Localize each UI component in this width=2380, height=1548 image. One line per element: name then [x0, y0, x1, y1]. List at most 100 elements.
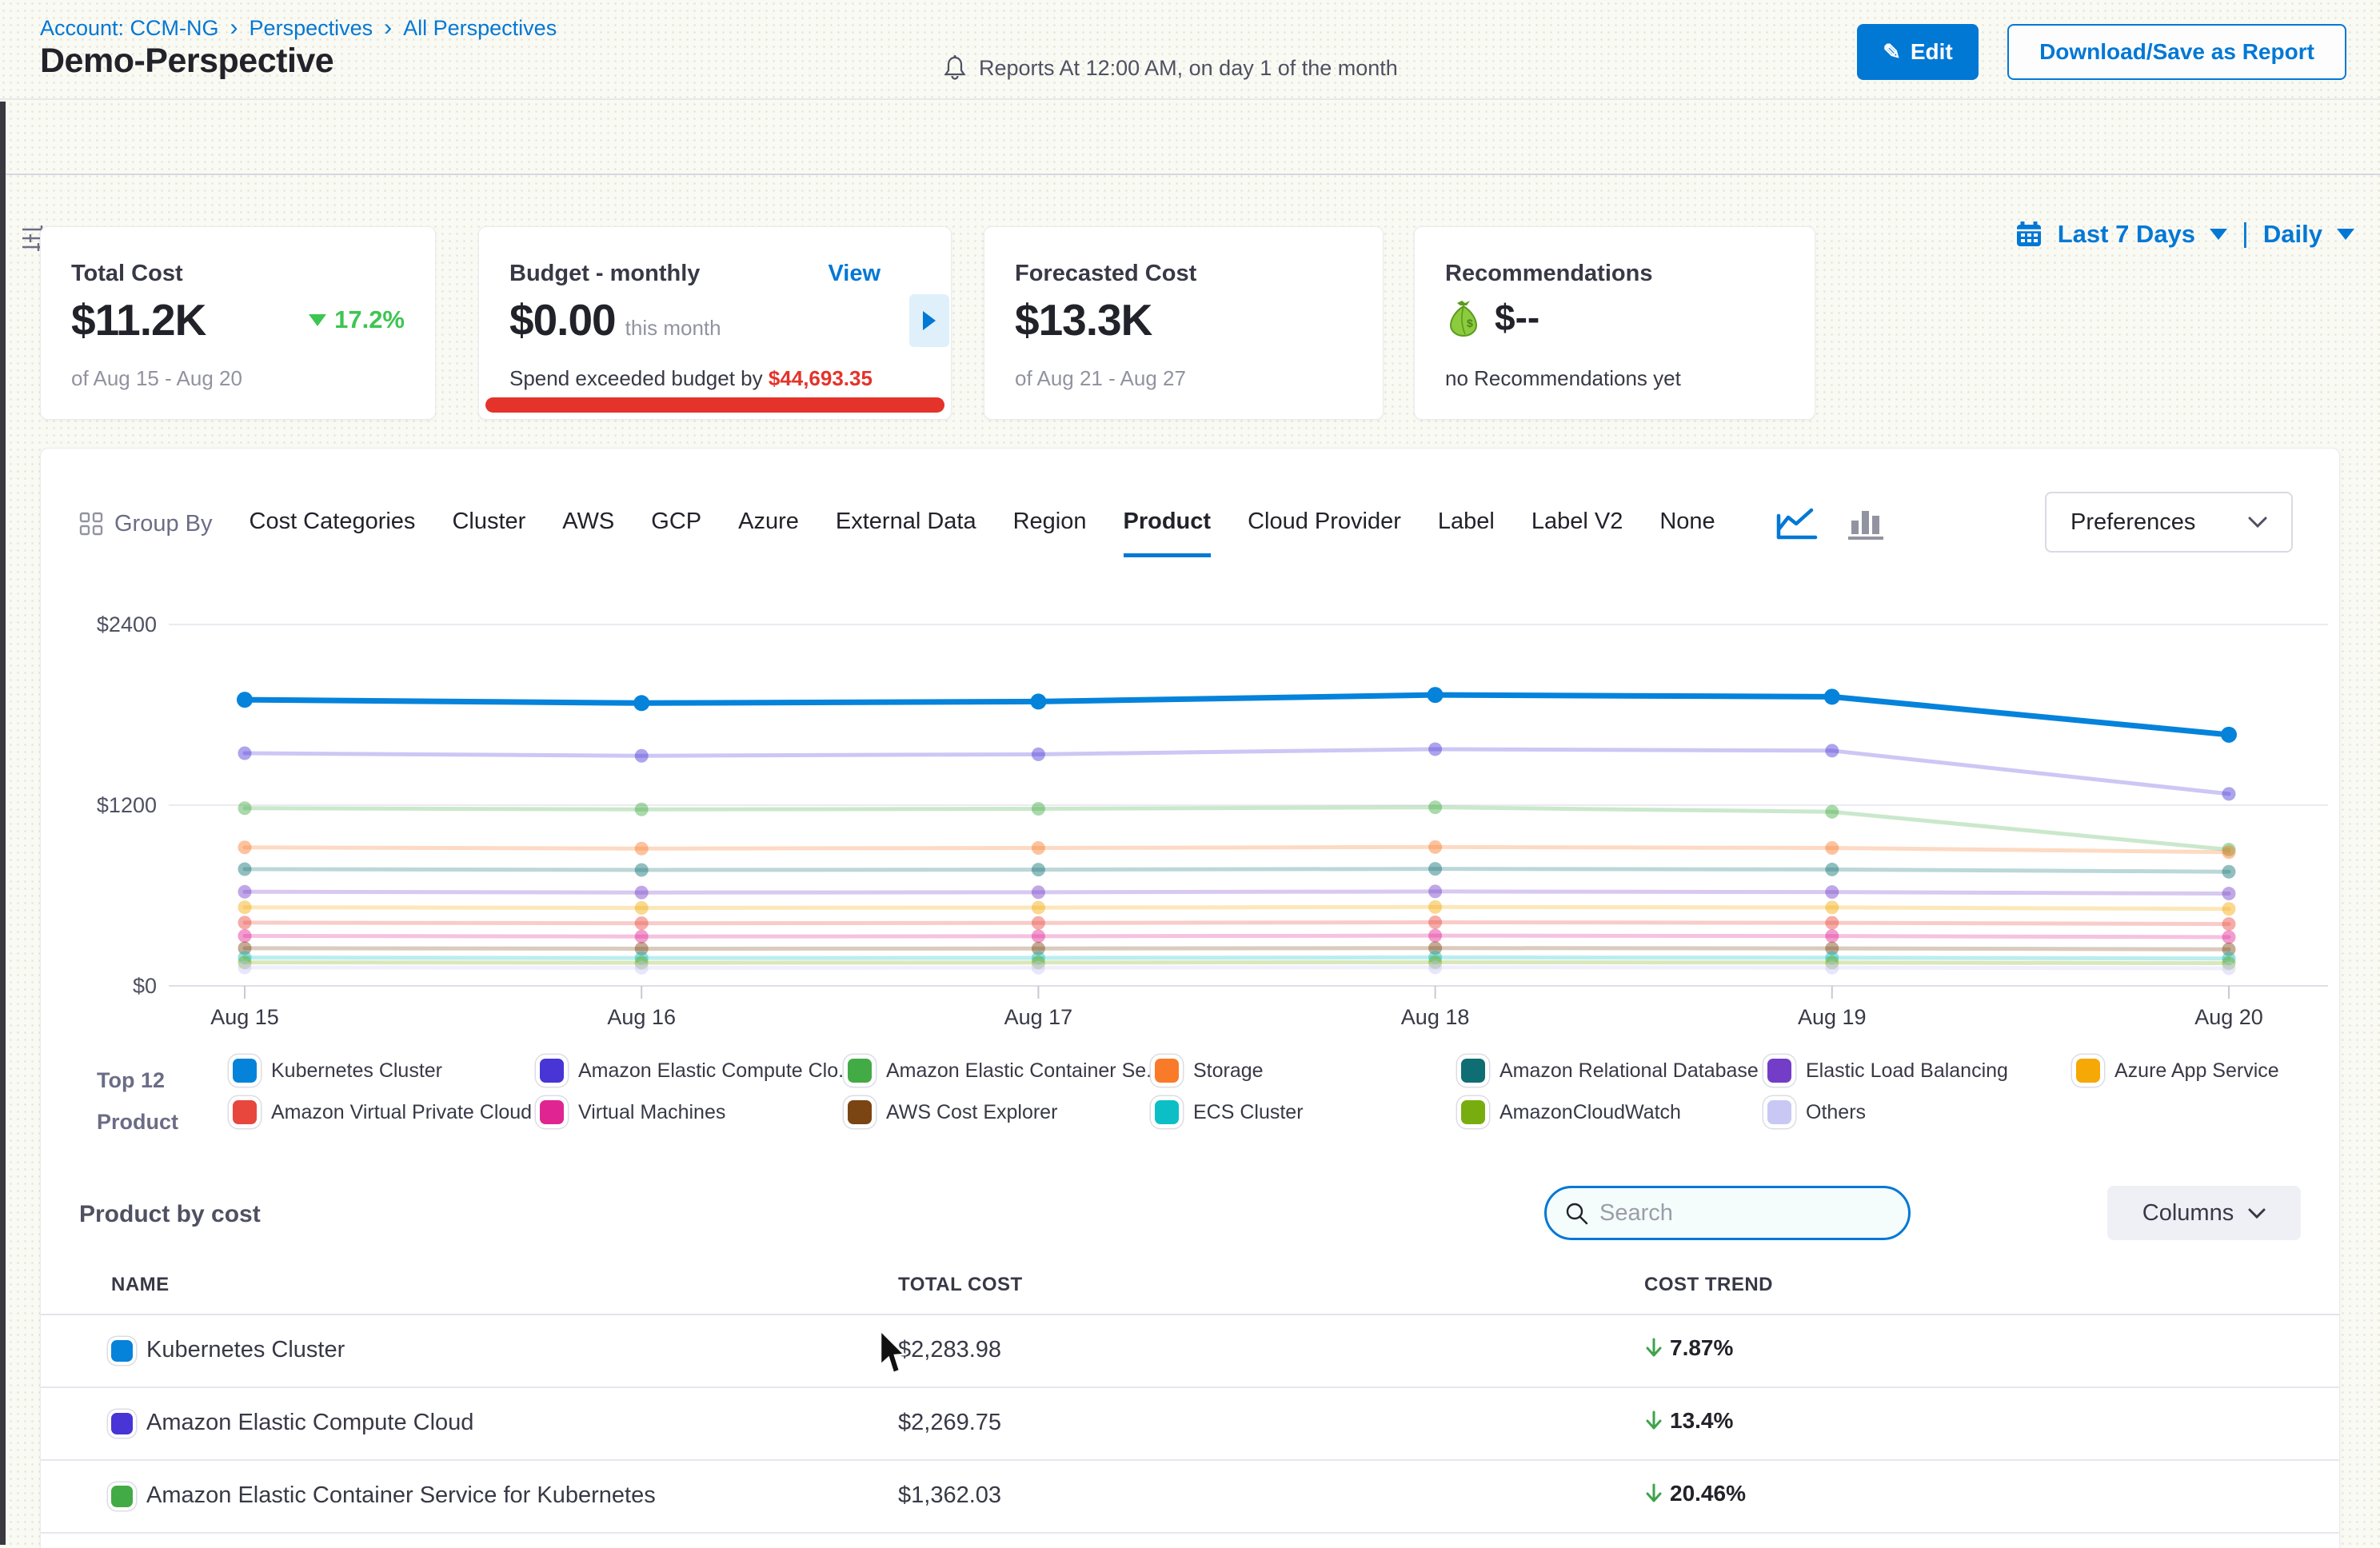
data-point[interactable]: [238, 801, 252, 816]
search-input[interactable]: [1599, 1199, 1871, 1227]
tab-product[interactable]: Product: [1123, 490, 1212, 557]
legend-item[interactable]: Storage: [1155, 1059, 1264, 1083]
data-point[interactable]: [2222, 956, 2236, 971]
line-chart-icon[interactable]: [1776, 506, 1818, 541]
data-point[interactable]: [1428, 941, 1443, 956]
legend-item[interactable]: ECS Cluster: [1155, 1100, 1304, 1124]
data-point[interactable]: [238, 840, 252, 855]
data-point[interactable]: [1825, 900, 1839, 915]
series-line[interactable]: [242, 955, 2231, 961]
data-point[interactable]: [238, 960, 252, 975]
data-point[interactable]: [2222, 942, 2236, 956]
legend-item[interactable]: Virtual Machines: [540, 1100, 725, 1124]
series-line[interactable]: [242, 946, 2231, 952]
legend-item[interactable]: Azure App Service: [2076, 1059, 2279, 1083]
data-point[interactable]: [1428, 884, 1443, 899]
tab-region[interactable]: Region: [1012, 509, 1087, 534]
data-point[interactable]: [1825, 951, 1839, 965]
data-point[interactable]: [238, 900, 252, 915]
tab-cluster[interactable]: Cluster: [452, 509, 526, 534]
date-range-selector[interactable]: Last 7 Days: [2057, 219, 2196, 248]
data-point[interactable]: [2221, 726, 2237, 743]
table-row[interactable]: Amazon Elastic Container Service for Kub…: [41, 1461, 2339, 1534]
data-point[interactable]: [634, 956, 649, 970]
data-point[interactable]: [1428, 928, 1443, 943]
data-point[interactable]: [1031, 956, 1045, 970]
data-point[interactable]: [1825, 744, 1839, 758]
tab-aws[interactable]: AWS: [562, 509, 615, 534]
column-header-cost-trend[interactable]: COST TREND: [1644, 1274, 1773, 1295]
data-point[interactable]: [1825, 956, 1839, 970]
tab-cloud-provider[interactable]: Cloud Provider: [1248, 509, 1401, 534]
data-point[interactable]: [1031, 916, 1045, 930]
data-point[interactable]: [1031, 941, 1045, 956]
series-line[interactable]: [242, 933, 2231, 940]
data-point[interactable]: [2222, 887, 2236, 901]
data-point[interactable]: [1031, 951, 1045, 965]
download-save-report-button[interactable]: Download/Save as Report: [2007, 24, 2346, 80]
table-row[interactable]: Amazon Elastic Compute Cloud $2,269.75 13.…: [41, 1388, 2339, 1461]
data-point[interactable]: [1428, 900, 1443, 914]
budget-expand-button[interactable]: [909, 294, 949, 347]
tab-label-v2[interactable]: Label V2: [1531, 509, 1623, 534]
line-chart[interactable]: $0 $1200 $2400 Aug 15 Aug 16 Aug 17 Aug 18 Aug …: [41, 608, 2341, 1040]
data-point[interactable]: [238, 956, 252, 970]
data-point[interactable]: [238, 884, 252, 899]
data-point[interactable]: [1428, 800, 1443, 815]
series-line[interactable]: [242, 965, 2231, 971]
data-point[interactable]: [2222, 864, 2236, 879]
data-point[interactable]: [1428, 916, 1443, 930]
data-point[interactable]: [634, 960, 649, 975]
series-line[interactable]: [242, 844, 2231, 855]
series-line[interactable]: [242, 889, 2231, 896]
data-point[interactable]: [634, 951, 649, 965]
data-point[interactable]: [1031, 960, 1045, 975]
data-point[interactable]: [1031, 802, 1045, 816]
series-line[interactable]: [242, 747, 2231, 796]
data-point[interactable]: [1428, 960, 1443, 975]
data-point[interactable]: [1428, 950, 1443, 964]
data-point[interactable]: [634, 841, 649, 856]
series-line[interactable]: [242, 904, 2231, 912]
legend-item[interactable]: Kubernetes Cluster: [233, 1059, 442, 1083]
data-point[interactable]: [2222, 843, 2236, 857]
tab-label[interactable]: Label: [1437, 509, 1495, 534]
columns-dropdown[interactable]: Columns: [2107, 1186, 2301, 1240]
data-point[interactable]: [634, 863, 649, 877]
data-point[interactable]: [2222, 902, 2236, 916]
data-point[interactable]: [634, 748, 649, 763]
table-search[interactable]: [1544, 1186, 1911, 1240]
data-point[interactable]: [1428, 742, 1443, 756]
legend-item[interactable]: Others: [1767, 1100, 1866, 1124]
data-point[interactable]: [634, 802, 649, 816]
data-point[interactable]: [2222, 787, 2236, 801]
breadcrumb-account[interactable]: Account: CCM-NG: [40, 15, 219, 40]
data-point[interactable]: [634, 929, 649, 944]
legend-item[interactable]: Amazon Elastic Compute Clo...: [540, 1059, 855, 1083]
tab-azure[interactable]: Azure: [738, 509, 799, 534]
tab-external-data[interactable]: External Data: [835, 509, 976, 534]
data-point[interactable]: [634, 900, 649, 915]
legend-item[interactable]: Amazon Relational Database ...: [1461, 1059, 1781, 1083]
breadcrumb-all-perspectives[interactable]: All Perspectives: [403, 15, 557, 40]
data-point[interactable]: [1031, 747, 1045, 761]
series-line[interactable]: [242, 960, 2231, 966]
data-point[interactable]: [1823, 688, 1840, 705]
data-point[interactable]: [237, 692, 253, 708]
series-line[interactable]: [242, 867, 2231, 874]
data-point[interactable]: [634, 916, 649, 931]
data-point[interactable]: [2222, 961, 2236, 975]
preferences-dropdown[interactable]: Preferences: [2045, 492, 2293, 553]
data-point[interactable]: [238, 941, 252, 956]
data-point[interactable]: [1825, 929, 1839, 944]
data-point[interactable]: [2222, 952, 2236, 966]
granularity-selector[interactable]: Daily: [2262, 219, 2322, 248]
data-point[interactable]: [1428, 862, 1443, 876]
data-point[interactable]: [634, 885, 649, 900]
series-line[interactable]: [242, 920, 2231, 927]
table-row[interactable]: Kubernetes Cluster $2,283.98 7.87%: [41, 1315, 2339, 1388]
data-point[interactable]: [238, 951, 252, 965]
legend-item[interactable]: Amazon Virtual Private Cloud: [233, 1100, 532, 1124]
data-point[interactable]: [1031, 929, 1045, 944]
data-point[interactable]: [1031, 885, 1045, 900]
